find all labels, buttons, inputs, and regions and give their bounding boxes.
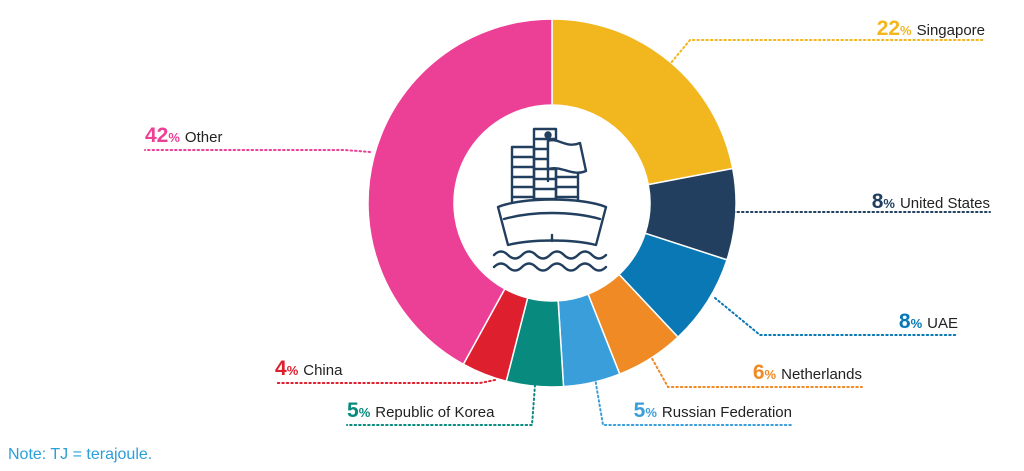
label-name: Republic of Korea <box>375 404 495 421</box>
leader-netherlands <box>649 354 863 388</box>
leader-republic-of-korea <box>346 384 536 426</box>
label-other: 42% Other <box>145 124 222 147</box>
label-value: 6 <box>753 361 765 384</box>
label-value: 4 <box>275 357 287 380</box>
label-name: China <box>303 362 343 379</box>
label-name: Other <box>185 129 223 146</box>
label-value: 5 <box>634 399 646 422</box>
label-percent-sign: % <box>645 405 657 420</box>
leader-lines <box>144 39 991 426</box>
label-republic-of-korea: 5% Republic of Korea <box>347 399 495 422</box>
label-value: 22 <box>877 17 900 40</box>
label-name: Netherlands <box>781 366 862 383</box>
leader-singapore <box>639 39 986 101</box>
label-value: 42 <box>145 124 168 147</box>
leader-china <box>274 379 496 384</box>
label-singapore: 22% Singapore <box>877 17 985 40</box>
donut-chart: 22% Singapore 8% United States 8% UAE 6% Nether… <box>144 17 991 426</box>
slice-labels: 22% Singapore 8% United States 8% UAE 6% Nether… <box>145 17 990 422</box>
label-value: 8 <box>899 310 911 333</box>
container-ship-icon <box>492 127 608 272</box>
leader-russian-federation <box>594 377 793 426</box>
label-china: 4% China <box>275 357 343 380</box>
label-name: Russian Federation <box>662 404 792 421</box>
label-value: 8 <box>872 190 884 213</box>
label-percent-sign: % <box>900 23 912 38</box>
label-percent-sign: % <box>883 196 895 211</box>
label-name: Singapore <box>917 22 985 39</box>
label-percent-sign: % <box>359 405 371 420</box>
label-percent-sign: % <box>911 316 923 331</box>
donut-slices <box>367 18 737 388</box>
label-percent-sign: % <box>168 130 180 145</box>
label-name: UAE <box>927 315 958 332</box>
label-united-states: 8% United States <box>872 190 990 213</box>
label-uae: 8% UAE <box>899 310 958 333</box>
label-value: 5 <box>347 399 359 422</box>
label-percent-sign: % <box>765 367 777 382</box>
leader-uae <box>714 297 959 336</box>
leader-other <box>144 149 371 153</box>
label-russian-federation: 5% Russian Federation <box>634 399 792 422</box>
label-name: United States <box>900 195 990 212</box>
label-percent-sign: % <box>287 363 299 378</box>
label-netherlands: 6% Netherlands <box>753 361 862 384</box>
chart-note: Note: TJ = terajoule. <box>8 446 153 463</box>
